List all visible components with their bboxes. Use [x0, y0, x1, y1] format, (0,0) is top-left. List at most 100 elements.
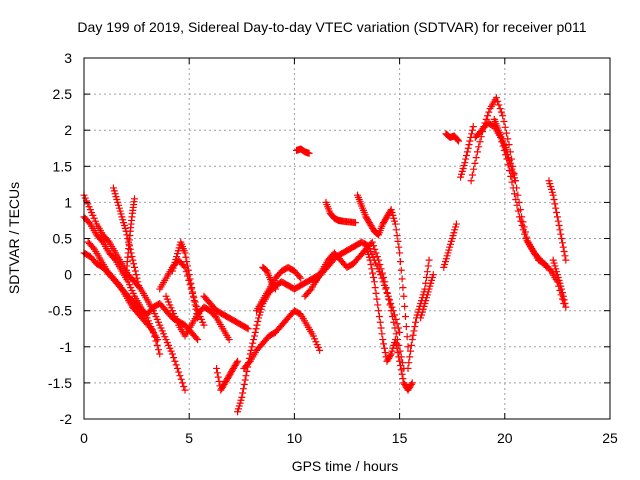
x-tick-label: 15 [392, 430, 408, 446]
data-point [378, 330, 386, 338]
data-point [424, 262, 432, 270]
data-point [252, 325, 260, 333]
data-point [191, 301, 199, 309]
data-point [508, 178, 516, 186]
y-tick-label: -0.5 [48, 303, 72, 319]
data-point [123, 231, 131, 239]
x-tick-label: 0 [80, 430, 88, 446]
data-point [375, 307, 383, 315]
data-point [132, 271, 140, 279]
data-point [468, 130, 476, 138]
data-point [466, 137, 474, 145]
data-point [406, 353, 414, 361]
data-point [475, 143, 483, 151]
data-point [233, 359, 241, 367]
track-18 [311, 238, 408, 372]
data-point [214, 373, 222, 381]
data-point [261, 266, 269, 274]
data-point [89, 244, 97, 252]
track-31 [549, 256, 570, 311]
data-point [559, 292, 567, 300]
data-point [561, 252, 569, 260]
data-point [133, 274, 141, 282]
data-point [180, 383, 188, 391]
data-point [200, 321, 208, 329]
data-point [251, 328, 259, 336]
data-point [380, 273, 388, 281]
data-point [271, 284, 279, 292]
data-point [371, 245, 379, 253]
data-point [211, 312, 219, 320]
data-point [225, 336, 233, 344]
data-point [494, 97, 502, 105]
y-axis: -2 -1.5 -1 -0.5 0 0.5 1 1.5 2 2.5 3 [48, 50, 610, 427]
data-point [156, 350, 164, 358]
data-point [397, 266, 405, 274]
track-1 [80, 191, 189, 394]
data-point [104, 237, 112, 245]
data-point [130, 263, 138, 271]
data-point [254, 318, 262, 326]
data-point [395, 243, 403, 251]
data-point [189, 288, 197, 296]
data-point [514, 207, 522, 215]
data-point [381, 349, 389, 357]
track-22 [404, 256, 433, 372]
y-tick-label: 2 [64, 122, 72, 138]
data-point [316, 346, 324, 354]
data-point [452, 220, 460, 228]
data-point [401, 302, 409, 310]
data-point [376, 260, 384, 268]
data-point [465, 141, 473, 149]
data-point [367, 260, 375, 268]
y-tick-label: 3 [64, 50, 72, 66]
data-point [514, 191, 522, 199]
data-point [495, 101, 503, 109]
data-point [183, 258, 191, 266]
data-point [186, 275, 194, 283]
data-point [131, 267, 139, 275]
track-8 [168, 238, 202, 322]
data-point [297, 274, 305, 282]
data-point [403, 333, 411, 341]
data-point [402, 323, 410, 331]
data-point [396, 249, 404, 257]
data-point [110, 255, 118, 263]
data-point [400, 292, 408, 300]
data-point [423, 268, 431, 276]
data-point [411, 323, 419, 331]
data-point [85, 219, 93, 227]
data-point [175, 368, 183, 376]
data-point [371, 284, 379, 292]
track-26 [457, 123, 477, 181]
data-point [240, 380, 248, 388]
data-point [242, 372, 250, 380]
data-point [178, 379, 186, 387]
data-point [559, 243, 567, 251]
data-point [461, 159, 469, 167]
y-tick-label: -2 [60, 411, 73, 427]
data-point [468, 171, 476, 179]
data-point [398, 370, 406, 378]
data-point [213, 364, 221, 372]
track-30 [545, 177, 570, 264]
data-point [173, 364, 181, 372]
data-point [129, 256, 137, 264]
data-point [391, 324, 399, 332]
data-point [555, 222, 563, 230]
data-point [373, 295, 381, 303]
data-point [177, 375, 185, 383]
data-point [399, 284, 407, 292]
track-25 [442, 130, 463, 145]
data-point [239, 385, 247, 393]
data-point [391, 336, 399, 344]
data-point [408, 336, 416, 344]
x-tick-label: 10 [287, 430, 303, 446]
data-point [368, 265, 376, 273]
data-point [521, 230, 529, 238]
data-point [502, 129, 510, 137]
data-point [462, 155, 470, 163]
x-axis: 0 5 10 15 20 25 [80, 58, 618, 446]
data-point [468, 126, 476, 134]
data-point [551, 200, 559, 208]
